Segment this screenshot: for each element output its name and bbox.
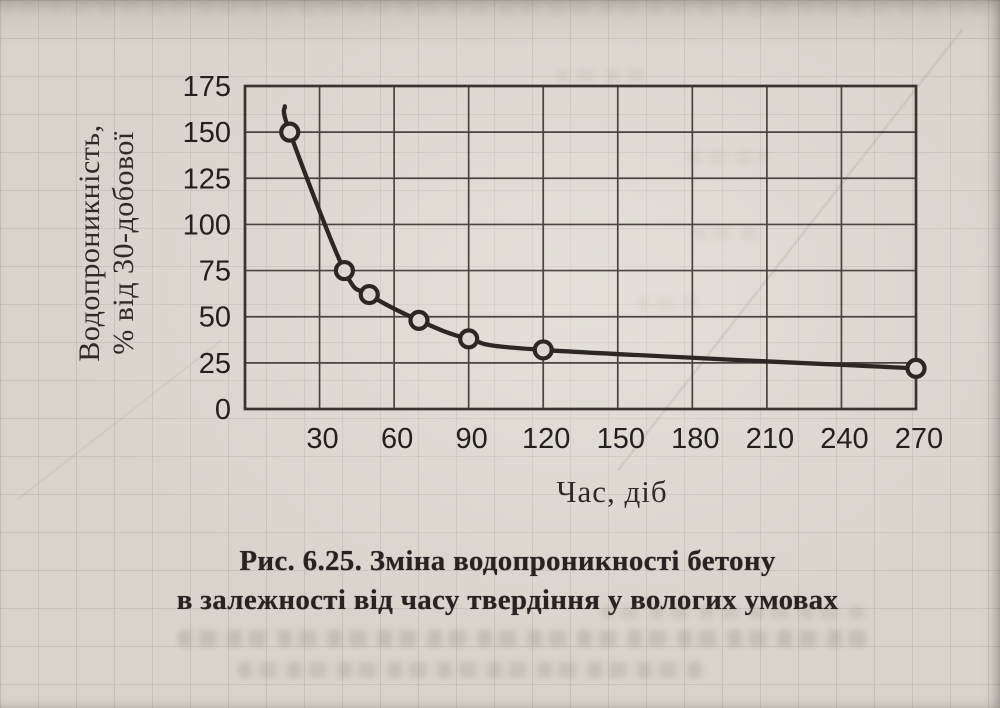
y-tick-label: 50	[199, 302, 231, 334]
y-tick-label: 25	[199, 348, 231, 380]
data-curve	[281, 104, 919, 371]
y-axis-title: Водопроникність, % від 30-добової	[73, 63, 143, 423]
x-tick-label: 90	[456, 423, 488, 455]
x-tick-label: 30	[306, 423, 338, 455]
data-point-marker	[408, 309, 430, 332]
figure-caption: Рис. 6.25. Зміна водопроникності бетону …	[55, 542, 960, 620]
y-tick-label: 175	[183, 71, 231, 103]
data-point-marker	[333, 259, 356, 282]
y-tick-label: 100	[183, 209, 231, 241]
data-point-marker	[905, 357, 927, 379]
x-tick-label: 60	[381, 423, 413, 455]
y-tick-label: 0	[215, 394, 231, 426]
grid-lines	[245, 85, 917, 410]
plot-frame	[243, 84, 918, 411]
x-tick-labels: 30 60 90 120 150 180 210 240 270	[306, 423, 943, 455]
x-tick-label: 240	[820, 423, 868, 455]
figure-caption-line2: в залежності від часу твердіння у вологи…	[176, 584, 839, 616]
figure-caption-line1: Рис. 6.25. Зміна водопроникності бетону	[239, 545, 776, 577]
x-tick-label: 180	[671, 423, 719, 455]
x-tick-label: 210	[746, 423, 794, 455]
x-tick-label: 150	[597, 423, 645, 455]
x-tick-label: 270	[895, 423, 943, 455]
y-tick-label: 125	[183, 163, 231, 195]
x-axis-title: Час, діб	[556, 474, 668, 509]
y-axis-title-line2: % від 30-добової	[107, 131, 140, 355]
data-point-marker	[458, 328, 480, 350]
y-axis-title-line1: Водопроникність,	[73, 124, 106, 362]
x-tick-label: 120	[522, 423, 570, 455]
data-point-markers	[279, 121, 927, 379]
data-point-marker	[279, 121, 301, 143]
y-tick-label: 75	[199, 256, 231, 288]
data-point-marker	[532, 339, 554, 361]
y-tick-labels: 0 25 50 75 100 125 150 175	[183, 71, 231, 426]
y-tick-label: 150	[183, 117, 231, 149]
data-point-marker	[358, 283, 380, 306]
